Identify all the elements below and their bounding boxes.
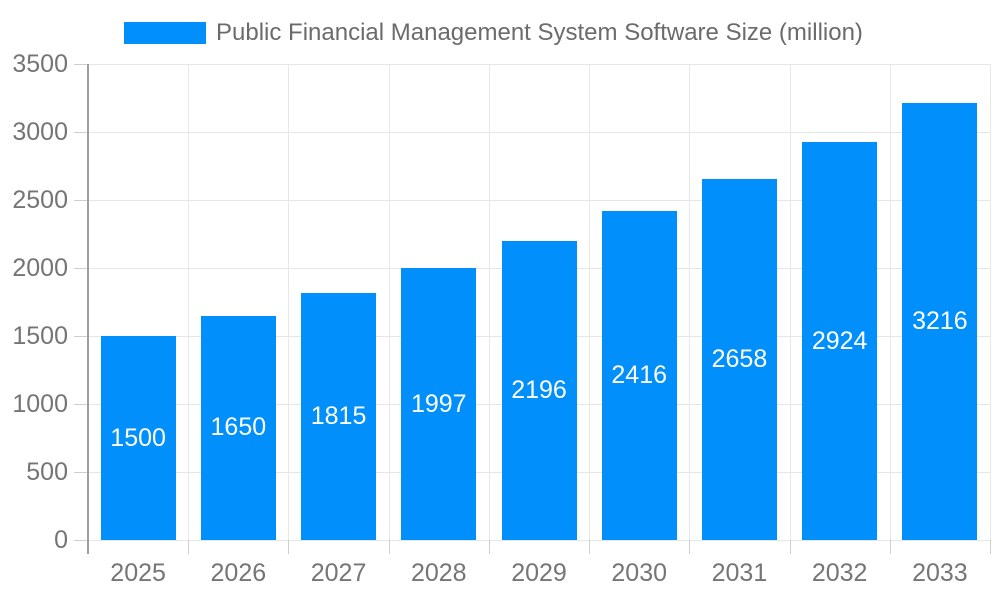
y-gridline xyxy=(88,200,990,201)
x-tick-mark xyxy=(689,540,691,554)
x-axis-tick-label: 2025 xyxy=(110,559,166,587)
x-gridline xyxy=(990,64,991,540)
bar-2032[interactable]: 2924 xyxy=(802,142,878,540)
y-axis-tick-label: 1500 xyxy=(12,322,68,350)
x-tick-mark xyxy=(789,540,791,554)
bar-value-label: 1500 xyxy=(110,423,166,452)
y-tick-mark xyxy=(74,540,88,541)
bar-2028[interactable]: 1997 xyxy=(401,268,477,540)
y-axis-tick-label: 3000 xyxy=(12,118,68,146)
x-gridline xyxy=(488,64,490,540)
bar-value-label: 1997 xyxy=(410,389,467,418)
x-axis-tick-label: 2031 xyxy=(711,559,768,587)
bar-value-label: 2196 xyxy=(511,376,567,405)
y-tick-mark xyxy=(74,64,88,65)
x-gridline xyxy=(789,64,791,540)
y-gridline xyxy=(88,540,990,541)
y-gridline xyxy=(88,132,990,133)
x-gridline xyxy=(689,64,691,540)
y-axis-tick-label: 3500 xyxy=(12,50,68,78)
bar-2026[interactable]: 1650 xyxy=(200,315,276,540)
y-axis-tick-label: 500 xyxy=(26,458,68,486)
x-tick-mark xyxy=(889,540,891,554)
x-tick-mark xyxy=(288,540,290,554)
y-tick-mark xyxy=(74,336,88,337)
x-tick-mark xyxy=(388,540,390,554)
y-tick-mark xyxy=(74,200,88,201)
x-axis-tick-label: 2028 xyxy=(410,559,467,587)
x-axis-tick-label: 2032 xyxy=(811,559,868,587)
legend-swatch-icon xyxy=(124,21,206,44)
y-axis-tick-label: 0 xyxy=(54,526,68,554)
x-gridline xyxy=(288,64,290,540)
bar-value-label: 2658 xyxy=(711,344,768,373)
y-tick-mark xyxy=(74,404,88,405)
bar-value-label: 1815 xyxy=(310,402,367,431)
x-axis-tick-label: 2026 xyxy=(210,559,267,587)
bar-value-label: 2924 xyxy=(811,326,868,355)
legend-label: Public Financial Management System Softw… xyxy=(216,18,863,46)
x-axis-tick-label: 2029 xyxy=(511,559,567,587)
bar-value-label: 2416 xyxy=(611,361,668,390)
y-tick-mark xyxy=(74,472,88,473)
bar-2030[interactable]: 2416 xyxy=(601,211,677,540)
bar-value-label: 3216 xyxy=(912,306,968,335)
bar-2031[interactable]: 2658 xyxy=(701,178,777,540)
bar-value-label: 1650 xyxy=(210,413,267,442)
y-tick-mark xyxy=(74,268,88,269)
y-axis-tick-label: 1000 xyxy=(12,390,68,418)
x-gridline xyxy=(388,64,390,540)
bar-2025[interactable]: 1500 xyxy=(100,336,176,540)
y-axis-line xyxy=(87,64,89,554)
bar-2029[interactable]: 2196 xyxy=(501,241,577,540)
x-tick-mark xyxy=(188,540,190,554)
y-gridline xyxy=(88,64,990,65)
x-gridline xyxy=(589,64,591,540)
x-gridline xyxy=(889,64,891,540)
y-axis-tick-label: 2000 xyxy=(12,254,68,282)
x-tick-mark xyxy=(488,540,490,554)
x-tick-mark xyxy=(589,540,591,554)
x-axis-tick-label: 2030 xyxy=(611,559,668,587)
y-axis-tick-label: 2500 xyxy=(12,186,68,214)
x-axis-tick-label: 2033 xyxy=(912,559,968,587)
x-tick-mark xyxy=(990,540,991,554)
y-tick-mark xyxy=(74,132,88,133)
bar-2027[interactable]: 1815 xyxy=(301,293,377,540)
bar-2033[interactable]: 3216 xyxy=(902,102,978,540)
x-axis-tick-label: 2027 xyxy=(310,559,367,587)
legend[interactable]: Public Financial Management System Softw… xyxy=(124,19,863,46)
x-gridline xyxy=(188,64,190,540)
